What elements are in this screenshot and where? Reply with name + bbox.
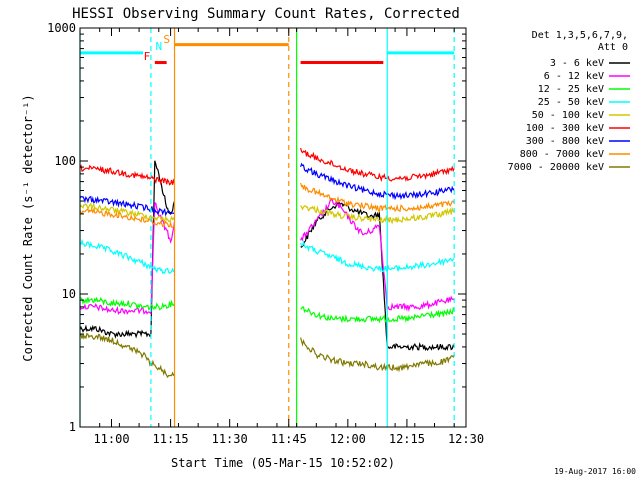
series-line-5-1	[300, 147, 455, 183]
series-layer	[79, 147, 455, 379]
series-line-0-1	[300, 200, 455, 352]
legend-label-2: 12 - 25 keV	[538, 84, 604, 95]
legend-label-3: 25 - 50 keV	[538, 97, 604, 108]
legend-label-6: 300 - 800 keV	[526, 136, 604, 147]
legend-header-1: Att 0	[598, 42, 628, 53]
series-line-8-1	[300, 337, 455, 373]
x-tick-label-4: 12:00	[330, 432, 366, 446]
legend-header-0: Det 1,3,5,6,7,9,	[532, 30, 628, 41]
legend-label-1: 6 - 12 keV	[544, 71, 604, 82]
y-axis-label: Corrected Count Rate (s⁻¹ detector⁻¹)	[21, 94, 35, 361]
x-tick-label-0: 11:00	[93, 432, 129, 446]
plot-frame	[79, 27, 467, 428]
x-tick-label-2: 11:30	[212, 432, 248, 446]
series-line-7-1	[300, 182, 455, 213]
legend-label-0: 3 - 6 keV	[550, 58, 604, 69]
flag-label-N: N	[155, 40, 162, 53]
series-line-2-0	[79, 296, 176, 311]
legend-label-4: 50 - 100 keV	[532, 110, 604, 121]
flags-layer: FNS	[80, 33, 455, 65]
y-tick-label-1: 10	[62, 287, 76, 301]
series-line-1-1	[300, 198, 455, 312]
series-line-6-1	[300, 162, 455, 201]
y-tick-label-2: 100	[54, 154, 76, 168]
flag-label-S: S	[163, 33, 170, 46]
x-tick-label-3: 11:45	[271, 432, 307, 446]
x-tick-label-1: 11:15	[153, 432, 189, 446]
series-line-6-0	[79, 195, 175, 217]
series-line-7-0	[79, 207, 176, 229]
series-line-2-1	[300, 306, 455, 324]
series-line-4-0	[79, 202, 176, 223]
series-line-0-0	[79, 160, 176, 339]
legend-label-8: 7000 - 20000 keV	[508, 162, 604, 173]
legend-label-7: 800 - 7000 keV	[520, 149, 604, 160]
y-tick-label-0: 1	[69, 420, 76, 434]
series-line-3-1	[300, 239, 455, 273]
date-stamp: 19-Aug-2017 16:00	[554, 467, 636, 476]
series-line-3-0	[79, 238, 175, 275]
x-axis-label: Start Time (05-Mar-15 10:52:02)	[171, 456, 395, 470]
series-line-5-0	[79, 164, 176, 186]
legend: Det 1,3,5,6,7,9,Att 0 3 - 6 keV 6 - 12 keV…	[508, 30, 630, 173]
flag-label-F: F	[144, 50, 151, 63]
y-tick-label-3: 1000	[47, 21, 76, 35]
legend-label-5: 100 - 300 keV	[526, 123, 604, 134]
x-tick-label-5: 12:15	[389, 432, 425, 446]
series-line-4-1	[300, 205, 455, 225]
chart-title: HESSI Observing Summary Count Rates, Cor…	[72, 6, 460, 22]
y-axis: 1 10 100 1000	[47, 21, 466, 434]
x-axis: 11:00 11:15 11:30 11:45 12:00 12:15 12:30	[79, 28, 484, 446]
x-tick-label-6: 12:30	[448, 432, 484, 446]
series-line-8-0	[80, 332, 175, 379]
